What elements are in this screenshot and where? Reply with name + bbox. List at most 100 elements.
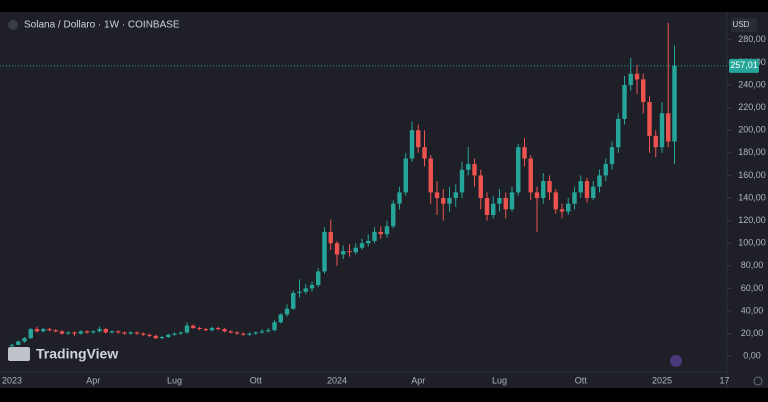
candle-body — [22, 338, 27, 342]
candle-body — [303, 288, 308, 292]
candle-body — [153, 335, 158, 339]
candle-body — [78, 331, 83, 334]
candle-body — [603, 164, 608, 176]
candle-body — [59, 331, 65, 334]
currency-button[interactable] — [731, 18, 757, 32]
candle-body — [341, 251, 346, 255]
candle-body — [534, 192, 540, 199]
y-tick-label: 100,00 — [738, 238, 766, 248]
candle-body — [116, 331, 121, 333]
candle-body — [134, 332, 140, 334]
candle-body — [209, 327, 215, 331]
candle-body — [53, 330, 58, 332]
candle-body — [453, 192, 458, 199]
candle-body — [591, 186, 596, 199]
candle-body — [403, 158, 408, 193]
candle-body — [197, 327, 202, 330]
candle-body — [266, 330, 271, 332]
last-price-label: 257,01 — [730, 60, 758, 70]
candle-body — [503, 198, 508, 210]
x-tick-label: 17 — [719, 375, 729, 385]
candle-body — [222, 329, 227, 332]
candle-body — [122, 332, 127, 334]
candle-body — [516, 147, 521, 193]
candle-body — [447, 198, 452, 204]
candle-body — [103, 329, 108, 333]
settings-icon[interactable] — [753, 376, 763, 386]
candle-body — [159, 336, 165, 339]
y-tick-label: 180,00 — [738, 147, 766, 157]
candle-body — [647, 101, 652, 136]
candle-body — [228, 331, 233, 333]
candle-body — [378, 231, 383, 235]
candle-body — [559, 209, 565, 212]
candle-body — [491, 203, 496, 215]
last-price-box — [729, 58, 759, 73]
candle-body — [347, 251, 352, 253]
candle-body — [359, 243, 365, 248]
candle-body — [259, 331, 265, 333]
x-tick-label: Lug — [167, 375, 182, 385]
candle-body — [147, 334, 152, 336]
candle-body — [316, 271, 321, 286]
x-tick-label: Ott — [575, 375, 588, 385]
candle-body — [478, 175, 483, 199]
candle-body — [666, 113, 671, 142]
candle-body — [472, 164, 477, 176]
watermark-logo — [8, 347, 30, 361]
currency-label[interactable]: USD — [733, 20, 750, 29]
symbol-icon — [8, 20, 18, 30]
y-tick-label: 0,00 — [743, 351, 761, 361]
candle-body — [353, 247, 358, 253]
candle-body — [141, 333, 146, 335]
candle-body — [459, 169, 465, 193]
candle-body — [247, 333, 252, 335]
candle-body — [497, 198, 502, 204]
candle-body — [422, 147, 427, 159]
candle-body — [253, 332, 258, 334]
candle-body — [547, 181, 552, 193]
x-tick-label: Lug — [492, 375, 507, 385]
candle-body — [91, 331, 96, 333]
candle-body — [428, 158, 433, 193]
candle-body — [128, 332, 133, 334]
y-tick-label: 20,00 — [741, 328, 764, 338]
x-tick-label: Ott — [250, 375, 263, 385]
candle-body — [297, 291, 302, 293]
candle-body — [291, 292, 296, 309]
y-tick-label: 120,00 — [738, 215, 766, 225]
candle-body — [616, 118, 621, 148]
x-tick-label: 2024 — [327, 375, 347, 385]
candle-body — [391, 203, 396, 227]
candle-body — [628, 73, 633, 86]
candle-body — [309, 285, 315, 289]
candle-body — [172, 333, 177, 335]
candle-body — [41, 329, 46, 332]
candle-body — [484, 198, 490, 215]
y-tick-label: 220,00 — [738, 102, 766, 112]
candle-body — [578, 181, 583, 193]
candle-body — [28, 329, 33, 339]
candle-body — [241, 333, 246, 335]
x-tick-label: Apr — [411, 375, 425, 385]
x-tick-label: 2025 — [652, 375, 672, 385]
candle-body — [597, 175, 602, 187]
candle-body — [641, 79, 646, 102]
candle-body — [384, 226, 390, 235]
candle-body — [109, 331, 115, 333]
candle-body — [584, 181, 590, 199]
candle-body — [572, 192, 577, 204]
candle-body — [97, 329, 102, 332]
y-tick-label: 200,00 — [738, 125, 766, 135]
candle-body — [366, 240, 371, 244]
candle-body — [634, 73, 640, 80]
candle-body — [66, 332, 71, 334]
candle-body — [278, 314, 283, 323]
candle-body — [34, 329, 40, 332]
y-tick-label: 140,00 — [738, 192, 766, 202]
y-tick-label: 80,00 — [741, 260, 764, 270]
candle-body — [178, 332, 183, 334]
candle-body — [166, 334, 171, 337]
candle-body — [16, 341, 21, 345]
